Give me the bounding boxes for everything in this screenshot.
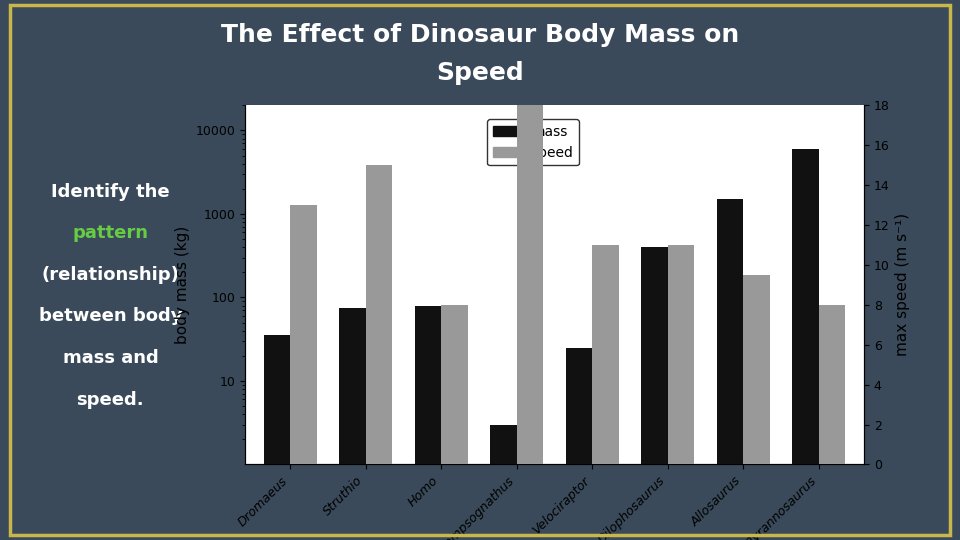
Legend: mass, speed: mass, speed (487, 119, 579, 165)
Text: between body: between body (38, 307, 182, 326)
Text: Speed: Speed (436, 61, 524, 85)
Bar (717, 199, 743, 540)
Bar (743, 275, 770, 464)
Bar (592, 245, 618, 464)
Bar (641, 247, 667, 540)
Text: pattern: pattern (72, 224, 149, 242)
Bar (339, 308, 366, 540)
Bar (565, 348, 592, 540)
Bar (442, 305, 468, 464)
Bar (516, 105, 543, 464)
Text: (relationship): (relationship) (41, 266, 180, 284)
Text: speed.: speed. (77, 390, 144, 409)
Bar (491, 424, 516, 540)
Bar (415, 306, 442, 540)
Text: The Effect of Dinosaur Body Mass on: The Effect of Dinosaur Body Mass on (221, 23, 739, 47)
Bar (366, 165, 392, 464)
Bar (667, 245, 694, 464)
Y-axis label: body mass (kg): body mass (kg) (175, 226, 190, 344)
Bar (290, 205, 317, 464)
Bar (819, 305, 845, 464)
Bar (792, 149, 819, 540)
Bar (264, 335, 290, 540)
Y-axis label: max speed (m s⁻¹): max speed (m s⁻¹) (895, 213, 910, 356)
Text: Identify the: Identify the (51, 183, 170, 201)
Text: mass and: mass and (62, 349, 158, 367)
